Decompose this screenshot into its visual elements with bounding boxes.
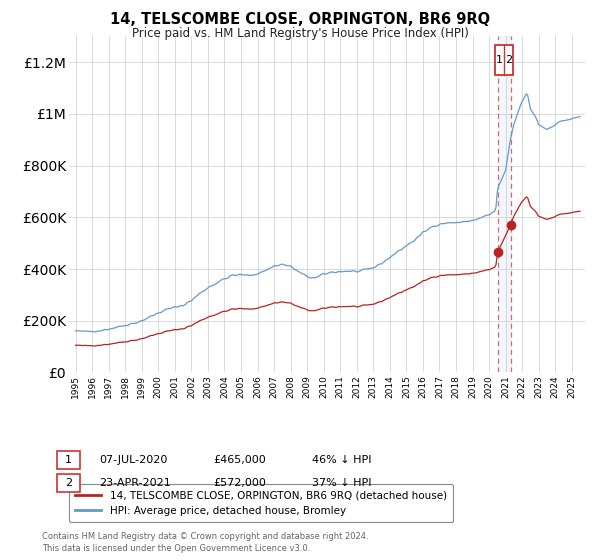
Text: 14, TELSCOMBE CLOSE, ORPINGTON, BR6 9RQ: 14, TELSCOMBE CLOSE, ORPINGTON, BR6 9RQ: [110, 12, 490, 27]
Text: £465,000: £465,000: [213, 455, 266, 465]
Text: 46% ↓ HPI: 46% ↓ HPI: [312, 455, 371, 465]
Text: 1: 1: [65, 455, 72, 465]
Text: 07-JUL-2020: 07-JUL-2020: [99, 455, 167, 465]
Text: 2: 2: [505, 55, 512, 65]
Bar: [495, 45, 514, 75]
Text: 1: 1: [496, 55, 503, 65]
Legend: 14, TELSCOMBE CLOSE, ORPINGTON, BR6 9RQ (detached house), HPI: Average price, de: 14, TELSCOMBE CLOSE, ORPINGTON, BR6 9RQ …: [69, 484, 453, 522]
Text: Price paid vs. HM Land Registry's House Price Index (HPI): Price paid vs. HM Land Registry's House …: [131, 27, 469, 40]
Text: £572,000: £572,000: [213, 478, 266, 488]
Text: 23-APR-2021: 23-APR-2021: [99, 478, 171, 488]
Text: Contains HM Land Registry data © Crown copyright and database right 2024.
This d: Contains HM Land Registry data © Crown c…: [42, 532, 368, 553]
Text: 37% ↓ HPI: 37% ↓ HPI: [312, 478, 371, 488]
Bar: [497, 36, 511, 372]
Text: 2: 2: [65, 478, 72, 488]
